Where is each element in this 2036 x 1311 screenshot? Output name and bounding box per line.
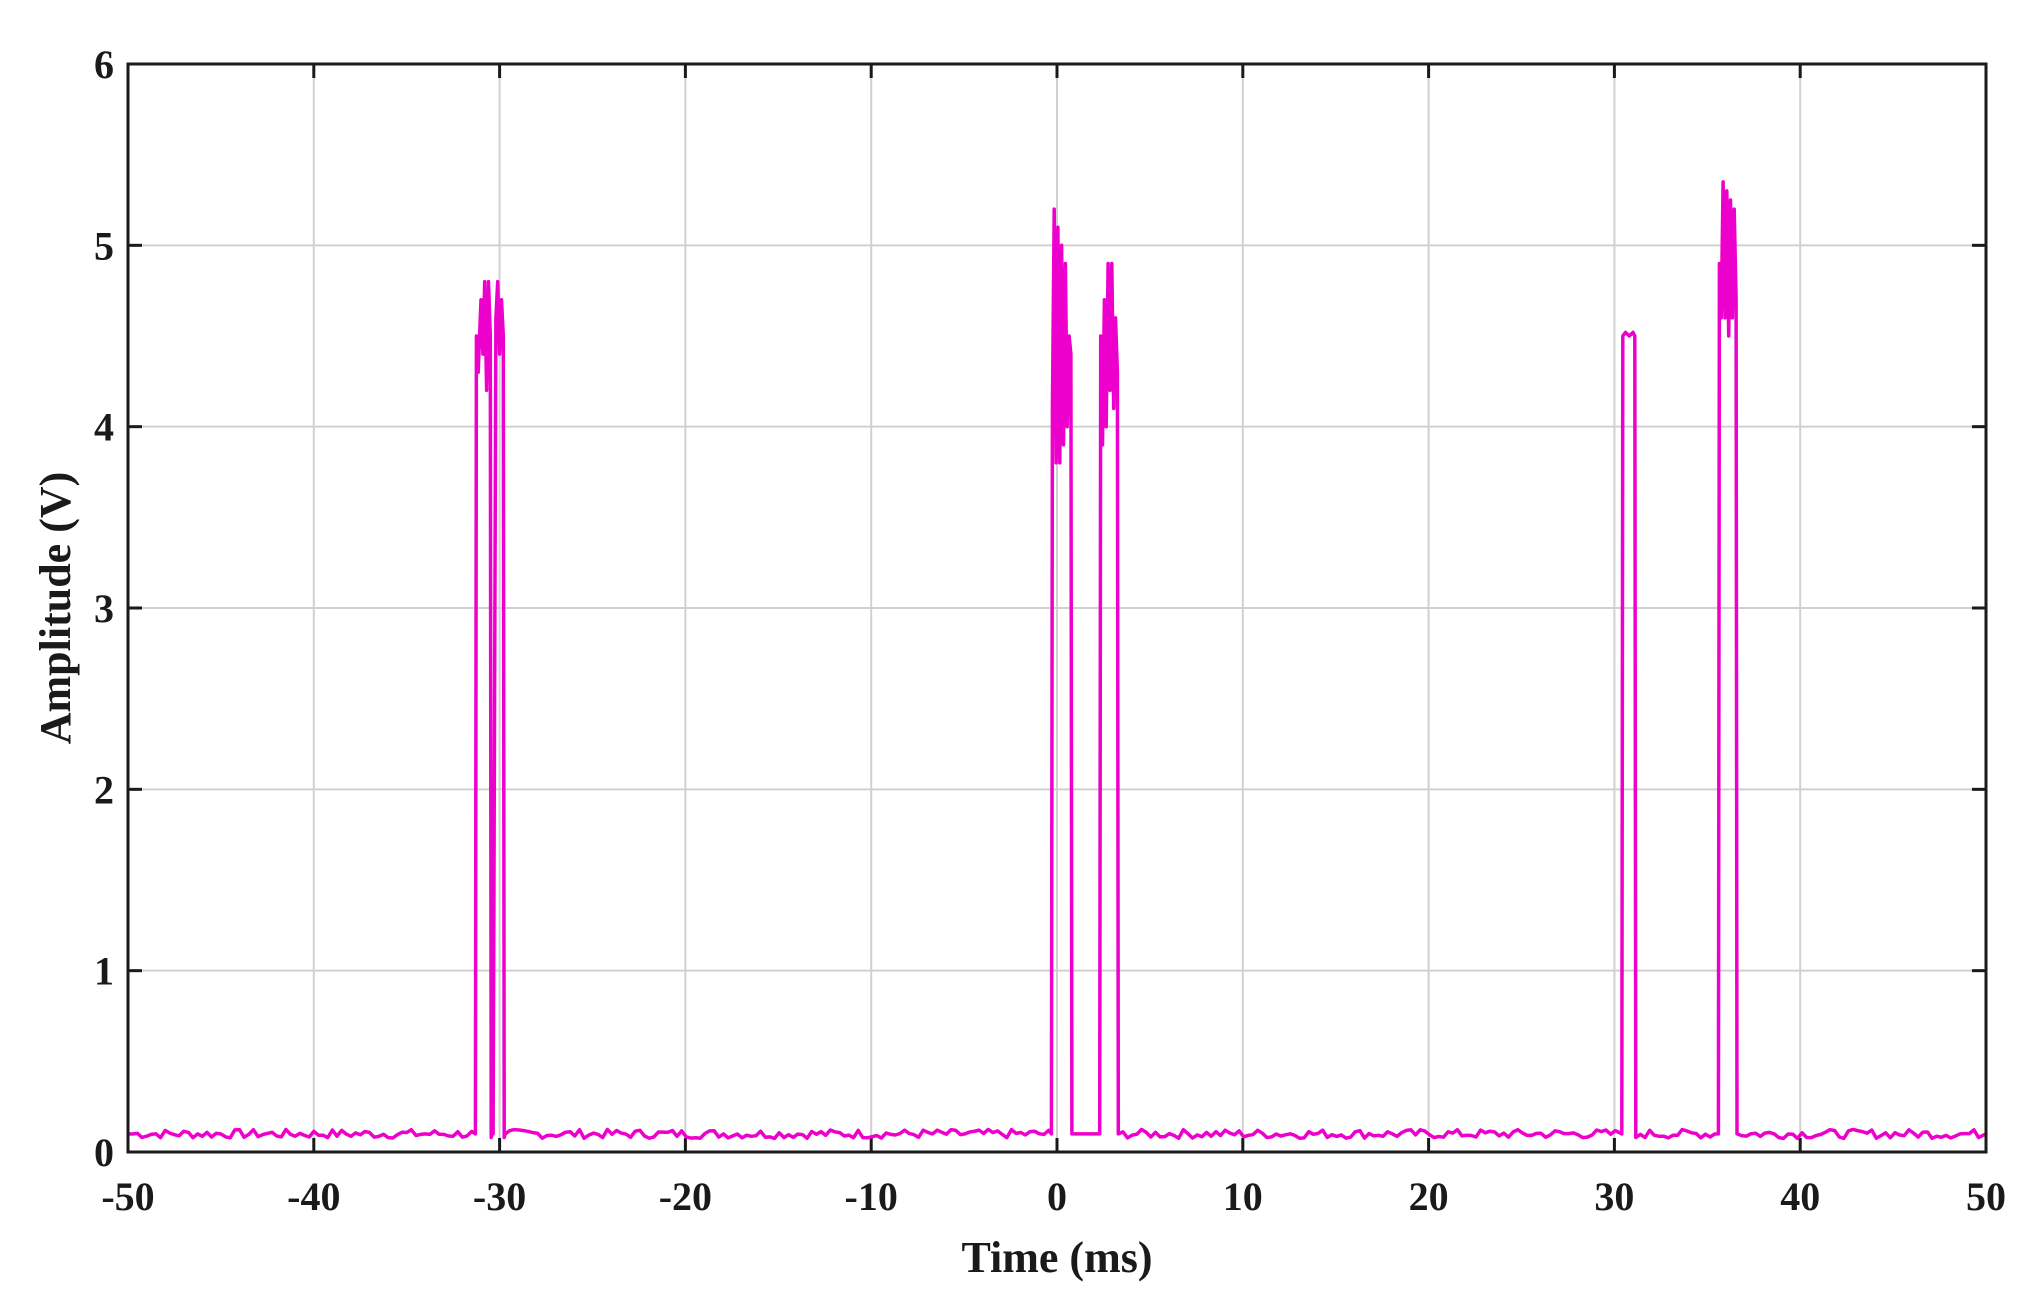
y-axis-title: Amplitude (V) (31, 472, 80, 745)
x-tick-label: -10 (845, 1174, 898, 1219)
x-tick-label: 20 (1409, 1174, 1449, 1219)
x-tick-label: -30 (473, 1174, 526, 1219)
y-tick-label: 5 (94, 223, 114, 268)
series (127, 180, 1987, 1141)
x-tick-label: 0 (1047, 1174, 1067, 1219)
y-tick-label: 0 (94, 1130, 114, 1175)
x-tick-label: 40 (1780, 1174, 1820, 1219)
x-tick-label: 10 (1223, 1174, 1263, 1219)
x-tick-label: -20 (659, 1174, 712, 1219)
tick-labels: -50 -40 -30 -20 -10 0 10 20 30 40 50 0 1 2 3 4 5 6 (94, 42, 2006, 1219)
y-tick-label: 6 (94, 42, 114, 87)
x-tick-label: -40 (287, 1174, 340, 1219)
x-tick-label: -50 (101, 1174, 154, 1219)
y-tick-label: 4 (94, 405, 114, 450)
x-tick-label: 30 (1594, 1174, 1634, 1219)
x-tick-label: 50 (1966, 1174, 2006, 1219)
plot-frame (126, 62, 1988, 1154)
signal-line (127, 180, 1987, 1141)
x-axis-title: Time (ms) (961, 1233, 1152, 1282)
y-tick-label: 2 (94, 767, 114, 812)
y-tick-label: 1 (94, 949, 114, 994)
y-tick-label: 3 (94, 586, 114, 631)
